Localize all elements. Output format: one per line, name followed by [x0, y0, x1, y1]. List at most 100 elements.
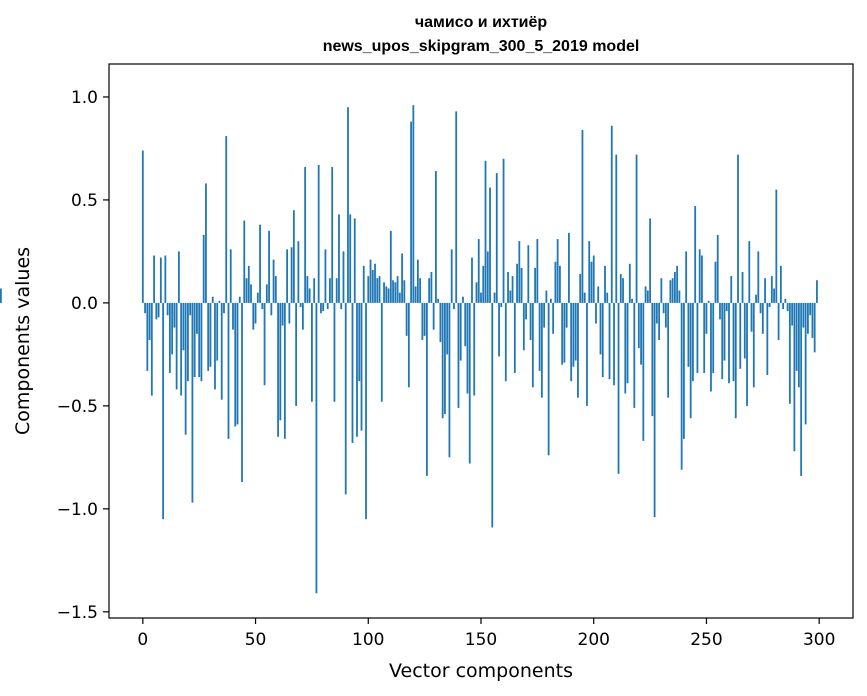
bar-245 [694, 206, 697, 303]
bar-116 [403, 280, 406, 303]
y-tick-label: −0.5 [57, 397, 98, 417]
bar-24 [196, 302, 198, 334]
bar-2 [146, 302, 149, 371]
bar-131 [437, 298, 440, 303]
bar-18 [182, 302, 185, 351]
bar-284 [782, 302, 785, 310]
bar-222 [642, 302, 645, 441]
bar-299 [816, 280, 818, 303]
bar-179 [545, 290, 548, 303]
bar-158 [498, 302, 500, 357]
bar-33 [216, 302, 219, 361]
bar-39 [229, 249, 232, 303]
bar-53 [261, 302, 264, 310]
bar-188 [565, 302, 568, 328]
bar-31 [211, 296, 214, 303]
bar-230 [660, 278, 663, 303]
bar-62 [281, 302, 284, 326]
x-tick-label: 50 [245, 630, 267, 650]
bar-207 [608, 302, 611, 380]
bar-81 [324, 249, 327, 303]
bar-162 [507, 272, 509, 303]
bar-14 [173, 302, 176, 328]
bar-205 [604, 265, 606, 303]
bar-138 [453, 302, 455, 310]
bar-294 [804, 302, 807, 425]
bar-253 [712, 302, 715, 373]
bar-32 [214, 302, 216, 390]
bar-164 [511, 276, 514, 303]
bar-93 [351, 302, 354, 443]
bar-167 [518, 241, 521, 303]
bar-16 [177, 251, 180, 303]
bar-290 [795, 302, 798, 371]
bar-52 [259, 224, 261, 303]
bar-26 [200, 302, 203, 382]
bar-161 [504, 302, 507, 382]
bar-276 [764, 278, 766, 303]
bar-211 [617, 302, 620, 474]
bar-259 [725, 302, 728, 312]
bar-202 [597, 286, 600, 303]
bar-122 [416, 259, 419, 303]
bar-143 [464, 302, 467, 347]
bar-19 [184, 302, 187, 435]
bar-176 [538, 302, 541, 371]
bar-258 [723, 302, 726, 361]
bar-47 [247, 265, 250, 303]
bar-177 [540, 302, 543, 398]
bar-149 [477, 239, 480, 303]
bars-group [0, 105, 818, 594]
bar-187 [563, 302, 566, 363]
bar-101 [369, 259, 372, 303]
bar-51 [256, 292, 259, 303]
bar-21 [189, 302, 192, 316]
bar-182 [552, 302, 555, 334]
bar-235 [671, 278, 674, 303]
bar-180 [547, 302, 550, 456]
bar-264 [737, 154, 739, 303]
bar-169 [522, 302, 525, 351]
bar-178 [543, 302, 546, 328]
bar-153 [486, 251, 489, 303]
bar-293 [802, 302, 805, 328]
bar-173 [531, 302, 534, 388]
bar-246 [696, 302, 699, 373]
bar-105 [378, 276, 381, 303]
bar-199 [590, 261, 593, 303]
bar-280 [773, 288, 775, 303]
bar-104 [376, 278, 379, 303]
bar-231 [662, 302, 665, 314]
bar-194 [579, 274, 582, 303]
bar-27 [202, 234, 205, 303]
bar-200 [592, 255, 595, 303]
bar-15 [175, 302, 178, 390]
bar-298 [813, 302, 816, 353]
bar-92 [349, 214, 352, 303]
bar-148 [475, 282, 478, 303]
bar-108 [385, 286, 388, 303]
bar-150 [480, 292, 482, 303]
bar-273 [757, 251, 760, 303]
bar-208 [610, 125, 613, 303]
bar-262 [732, 302, 735, 382]
bar-110 [389, 230, 392, 303]
bar-121 [414, 286, 417, 303]
x-tick-label: 150 [465, 630, 497, 650]
bar-55 [265, 284, 268, 303]
bar-75 [311, 302, 313, 402]
x-tick-label: 250 [690, 630, 722, 650]
bar-83 [329, 278, 331, 303]
bar-20 [187, 302, 189, 382]
bar-88 [340, 302, 343, 310]
bar-263 [734, 302, 737, 419]
bar-186 [561, 302, 564, 365]
bar-95 [356, 302, 358, 437]
bar-49 [252, 302, 255, 330]
bar-166 [516, 263, 518, 303]
bar-103 [374, 263, 376, 303]
bar-139 [455, 111, 458, 303]
bar-112 [394, 282, 397, 303]
bar-98 [362, 265, 365, 303]
bar-157 [495, 173, 498, 303]
